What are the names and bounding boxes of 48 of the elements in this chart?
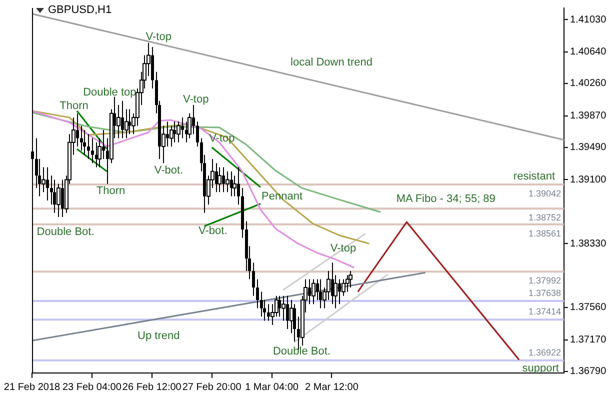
annotation: local Down trend xyxy=(290,56,372,68)
y-tick-label: 1.37560 xyxy=(570,302,607,314)
ref-line-label: 1.39042 xyxy=(528,188,561,199)
annotation: Double Bot. xyxy=(272,345,330,358)
candlestick xyxy=(91,138,94,164)
candlestick xyxy=(83,129,86,156)
candlestick xyxy=(196,121,199,148)
annotation: V-top xyxy=(146,31,172,44)
annotation: V-top xyxy=(330,242,356,255)
x-tick-label: 23 Feb 04:00 xyxy=(62,382,122,393)
annotation: Double top xyxy=(83,86,136,99)
y-tick-label: 1.38330 xyxy=(570,238,607,250)
y-tick-label: 1.41030 xyxy=(570,14,607,26)
annotation: support xyxy=(522,362,559,374)
annotation: MA Fibo - 34; 55; 89 xyxy=(396,192,496,205)
annotation: V-bot. xyxy=(198,225,228,238)
x-tick-label: 26 Feb 12:00 xyxy=(122,382,182,393)
annotation: resistant xyxy=(513,170,555,182)
candlestick xyxy=(256,278,259,309)
ref-line-label: 1.36922 xyxy=(528,347,561,358)
annotation: Thorn xyxy=(96,184,126,197)
x-tick-label: 1 Mar 04:00 xyxy=(245,382,299,393)
y-tick-label: 1.36790 xyxy=(570,366,607,378)
candlestick xyxy=(293,304,296,342)
ref-line-label: 1.37992 xyxy=(528,276,561,286)
annotation: V-bot. xyxy=(154,164,184,176)
y-tick-label: 1.39100 xyxy=(570,174,607,186)
x-tick-label: 21 Feb 2018 xyxy=(4,382,61,393)
y-tick-label: 1.39870 xyxy=(570,110,607,122)
candlestick xyxy=(252,262,255,296)
y-tick-label: 1.40640 xyxy=(570,46,607,58)
annotation: Double Bot. xyxy=(36,226,94,238)
y-tick-label: 1.37170 xyxy=(570,334,607,346)
annotation: V-top xyxy=(183,94,209,106)
ref-line-label: 1.38752 xyxy=(528,212,561,223)
annotation: Thorn xyxy=(60,100,88,112)
candlestick xyxy=(87,134,90,160)
x-tick-label: 27 Feb 20:00 xyxy=(182,382,242,393)
y-tick-label: 1.39490 xyxy=(570,142,607,154)
y-tick-label: 1.40260 xyxy=(570,78,607,90)
candlestick xyxy=(260,291,263,318)
annotation: Up trend xyxy=(138,330,180,342)
x-tick-label: 2 Mar 12:00 xyxy=(305,382,359,393)
ref-line-label: 1.38561 xyxy=(528,228,561,238)
candlestick xyxy=(80,125,83,152)
ref-line-label: 1.37414 xyxy=(528,306,561,317)
ref-line-label: 1.37638 xyxy=(528,288,561,298)
chart-title: GBPUSD,H1 xyxy=(48,4,112,16)
